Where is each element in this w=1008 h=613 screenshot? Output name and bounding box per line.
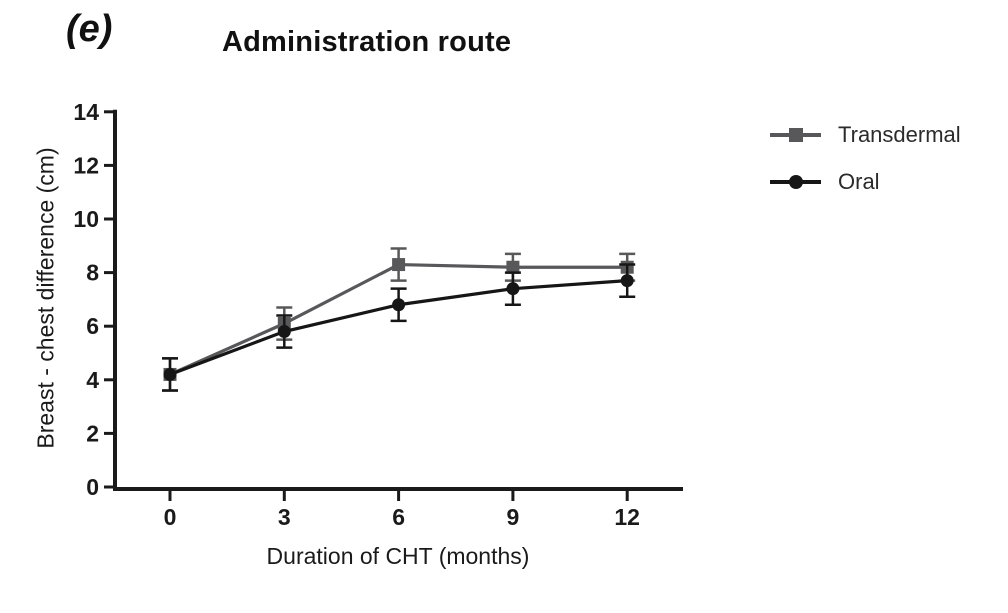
circle-marker: [620, 274, 634, 288]
y-axis-label: Breast - chest difference (cm): [32, 147, 59, 449]
y-tick-label: 12: [73, 152, 99, 178]
y-tick-label: 10: [73, 206, 99, 232]
y-tick-label: 4: [86, 367, 99, 393]
x-tick-label: 9: [507, 504, 520, 530]
y-tick-label: 8: [86, 260, 99, 286]
x-tick-label: 6: [392, 504, 405, 530]
circle-marker: [392, 298, 406, 312]
circle-marker: [277, 325, 291, 339]
y-tick-label: 6: [86, 313, 99, 339]
x-axis-label: Duration of CHT (months): [266, 543, 530, 569]
square-marker: [392, 258, 406, 272]
y-tick-label: 14: [73, 99, 99, 125]
x-tick-label: 12: [614, 504, 640, 530]
circle-marker: [163, 367, 177, 381]
x-tick-label: 0: [164, 504, 177, 530]
y-ticks: 0 2 4 6 8 10 12 14: [73, 99, 115, 500]
transdermal-line-square-icon: [770, 128, 821, 142]
chart-title: Administration route: [222, 26, 512, 58]
legend-item-transdermal: Transdermal: [770, 120, 961, 150]
circle-marker: [506, 282, 520, 296]
legend-label-transdermal: Transdermal: [838, 122, 961, 147]
legend-item-oral: Oral: [770, 167, 961, 197]
oral-line-circle-icon: [770, 175, 821, 189]
square-marker: [506, 260, 520, 274]
y-tick-label: 2: [86, 420, 99, 446]
legend-label-oral: Oral: [838, 169, 880, 194]
y-tick-label: 0: [86, 474, 99, 500]
x-tick-label: 3: [278, 504, 291, 530]
x-ticks: 0 3 6 9 12: [164, 489, 640, 530]
legend: Transdermal Oral: [770, 120, 961, 214]
panel-label: (e): [66, 8, 113, 50]
series-oral: [162, 263, 636, 392]
